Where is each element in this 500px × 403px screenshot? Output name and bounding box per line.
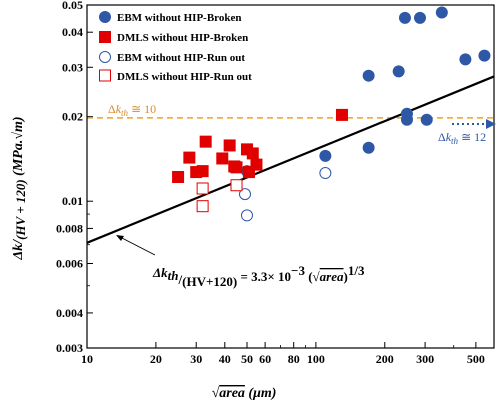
reference-line-label: Δkth ≅ 10 <box>108 102 156 118</box>
y-tick-label: 0.003 <box>56 341 83 355</box>
x-tick-label: 10 <box>81 352 93 366</box>
data-point-dmls-without-hip-broken <box>183 151 196 164</box>
data-point-ebm-without-hip-broken <box>413 11 426 24</box>
marker-layer <box>172 6 491 222</box>
y-tick-label: 0.04 <box>62 25 83 39</box>
fit-line-layer <box>86 75 495 244</box>
x-tick-label: 80 <box>288 352 300 366</box>
y-tick-label: 0.02 <box>62 110 83 124</box>
data-point-dmls-without-hip-broken <box>246 147 259 160</box>
legend: EBM without HIP-Broken DMLS without HIP-… <box>99 11 252 83</box>
legend-label-ebm-broken: EBM without HIP-Broken <box>117 12 241 24</box>
y-tick-label: 0.008 <box>56 221 83 235</box>
y-axis-label: Δk/(HV + 120) (MPa.√m) <box>11 116 28 260</box>
data-point-dmls-without-hip-broken <box>216 152 229 165</box>
data-point-dmls-without-hip-broken <box>250 158 263 171</box>
x-tick-label: 300 <box>416 352 434 366</box>
annotation-arrow-head <box>486 119 496 129</box>
x-tick-label: 100 <box>307 352 325 366</box>
y-tick-label: 0.03 <box>62 60 83 74</box>
x-tick-label: 20 <box>150 352 162 366</box>
data-point-ebm-without-hip-broken <box>435 6 448 19</box>
data-point-dmls-without-hip-broken <box>199 135 212 148</box>
y-tick-label: 0.006 <box>56 256 83 270</box>
annotation-dk-12: Δkth ≅ 12 <box>438 130 486 146</box>
fit-label-arrow-line <box>119 236 156 256</box>
data-point-ebm-without-hip-broken <box>400 107 413 120</box>
data-point-ebm-without-hip-run-out <box>240 209 253 222</box>
legend-label-dmls-runout: DMLS without HIP-Run out <box>117 71 252 83</box>
data-point-ebm-without-hip-broken <box>362 141 375 154</box>
data-point-dmls-without-hip-run-out <box>196 182 209 195</box>
legend-label-dmls-broken: DMLS without HIP-Broken <box>117 32 248 44</box>
data-point-ebm-without-hip-broken <box>319 149 332 162</box>
fit-line <box>86 75 495 244</box>
data-point-ebm-without-hip-broken <box>420 113 433 126</box>
data-point-dmls-without-hip-run-out <box>196 200 209 213</box>
y-tick-label: 0.004 <box>56 306 83 320</box>
svg-text:Δk/(HV + 120) (MPa.√m): Δk/(HV + 120) (MPa.√m) <box>11 116 28 260</box>
fit-label-arrow-head <box>116 235 124 241</box>
y-tick-label: 0.01 <box>62 194 83 208</box>
legend-marker-dmls-broken <box>99 31 111 43</box>
x-tick-label: 60 <box>259 352 271 366</box>
data-point-dmls-without-hip-run-out <box>230 179 243 192</box>
data-point-dmls-without-hip-broken <box>196 165 209 178</box>
x-tick-label: 30 <box>190 352 202 366</box>
x-tick-label: 50 <box>241 352 253 366</box>
data-point-ebm-without-hip-broken <box>478 49 491 62</box>
data-point-ebm-without-hip-broken <box>398 11 411 24</box>
plot-frame <box>86 4 495 349</box>
x-axis-label: √area (μm) <box>212 386 277 401</box>
data-point-ebm-without-hip-run-out <box>238 188 251 201</box>
data-point-dmls-without-hip-broken <box>172 170 185 183</box>
legend-label-ebm-runout: EBM without HIP-Run out <box>117 52 245 64</box>
x-tick-label: 500 <box>467 352 485 366</box>
y-tick-label: 0.05 <box>62 0 83 12</box>
data-point-ebm-without-hip-broken <box>459 53 472 66</box>
fit-equation-label: Δkth/(HV+120) = 3.3× 10−3 (√area)1/3 <box>152 263 365 289</box>
x-tick-label: 40 <box>219 352 231 366</box>
legend-marker-ebm-runout <box>99 51 111 63</box>
axis-grid-layer: 10 20 30 40 50 60 80 100 200 300 500 0.003 0.004 0.00… <box>56 0 495 366</box>
legend-marker-ebm-broken <box>99 11 111 23</box>
data-point-dmls-without-hip-broken <box>335 108 348 121</box>
data-point-ebm-without-hip-broken <box>362 69 375 82</box>
data-point-ebm-without-hip-run-out <box>319 167 332 180</box>
data-point-ebm-without-hip-broken <box>392 65 405 78</box>
data-point-dmls-without-hip-broken <box>230 161 243 174</box>
x-tick-label: 200 <box>376 352 394 366</box>
data-point-dmls-without-hip-broken <box>223 139 236 152</box>
legend-marker-dmls-runout <box>99 69 111 82</box>
